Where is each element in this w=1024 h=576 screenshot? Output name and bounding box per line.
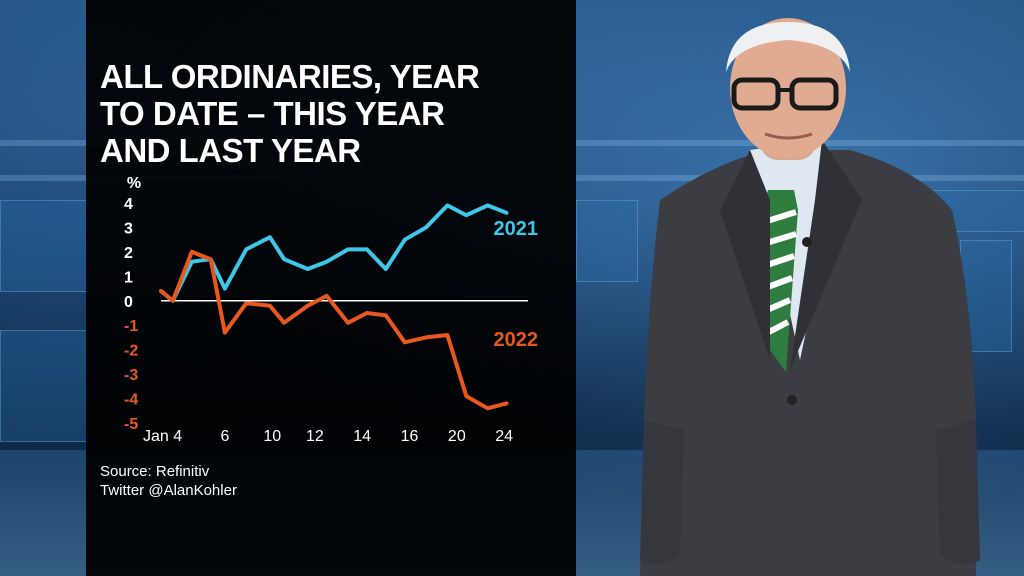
background-ticker-screen (576, 200, 638, 282)
background-ticker-screen (0, 200, 88, 292)
presenter-lapel-left (720, 150, 770, 360)
presenter-sleeve-left (640, 420, 684, 564)
y-tick-label: 3 (124, 220, 133, 237)
y-tick-label: 0 (124, 294, 133, 311)
chart-title: ALL ORDINARIES, YEAR TO DATE – THIS YEAR… (100, 58, 520, 169)
x-tick-label: Jan 4 (143, 428, 182, 445)
y-tick-label: -3 (124, 367, 138, 384)
glasses-icon (789, 77, 839, 111)
y-tick-label: -4 (124, 392, 138, 409)
series-label-2021: 2021 (494, 218, 539, 240)
x-tick-label: 14 (353, 428, 371, 445)
presenter (640, 18, 980, 576)
presenter-jacket (640, 150, 976, 576)
chart-title-line: AND LAST YEAR (100, 132, 361, 169)
y-tick-label: -2 (124, 343, 138, 360)
y-tick-label: -1 (124, 318, 138, 335)
source-text: Source: Refinitiv (100, 463, 210, 480)
chart-title-line: TO DATE – THIS YEAR (100, 95, 445, 132)
twitter-handle: Twitter @AlanKohler (100, 482, 237, 499)
x-tick-label: 20 (448, 428, 466, 445)
y-tick-label: 2 (124, 245, 133, 262)
jacket-button (787, 395, 797, 405)
presenter-hair (726, 22, 850, 72)
x-tick-label: 6 (220, 428, 229, 445)
presenter-mouth (764, 132, 813, 140)
background-monitor-screen (0, 330, 88, 442)
series-label-2022: 2022 (494, 329, 539, 351)
series-line-2022 (159, 249, 509, 411)
presenter-sleeve-right (936, 420, 980, 564)
presenter-tie-stripes (762, 209, 797, 335)
series-line-2021 (159, 203, 509, 303)
glasses-icon (731, 77, 781, 111)
y-tick-label: 1 (124, 269, 133, 286)
x-tick-label: 16 (401, 428, 419, 445)
x-tick-label: 12 (306, 428, 324, 445)
x-tick-label: 10 (263, 428, 281, 445)
line-chart: % 4 3 2 1 0 -1 -2 -3 -4 -5 Jan 4 6 10 12 14 16 20 24 2021 20… (86, 168, 576, 458)
presenter-lapel-right (790, 140, 862, 370)
chart-panel (86, 0, 576, 576)
source-credit: Source: Refinitiv Twitter @AlanKohler (100, 462, 237, 500)
chart-title-line: ALL ORDINARIES, YEAR (100, 58, 480, 95)
y-axis-unit-label: % (127, 175, 141, 192)
lapel-mic-icon (802, 237, 812, 247)
y-tick-label: -5 (124, 416, 138, 433)
x-tick-label: 24 (495, 428, 513, 445)
y-tick-label: 4 (124, 196, 133, 213)
